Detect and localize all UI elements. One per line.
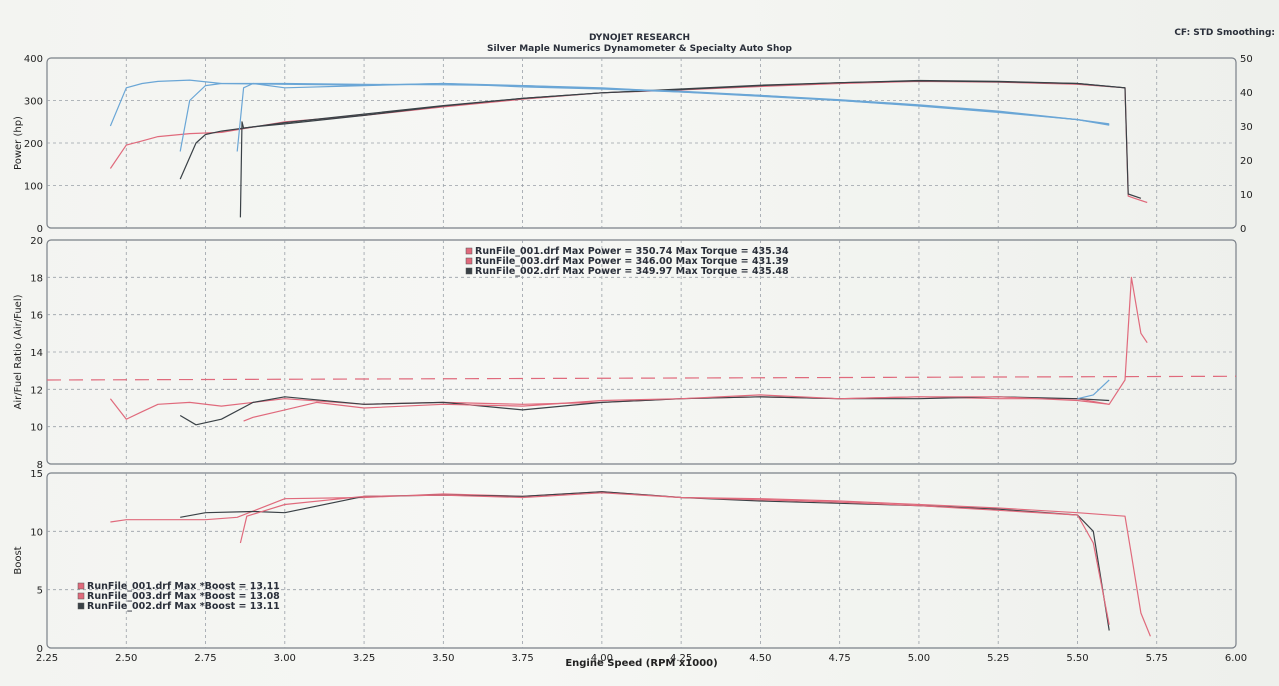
panel-afr: 8 10 12 14 16 18 20 Air/Fuel Ratio (Air/Fuel) Ru… (13, 236, 1237, 471)
afr-legend-swatch (465, 247, 473, 255)
power-series-line-2 (179, 80, 1142, 199)
afr-legend-swatch (465, 257, 473, 265)
boost-ytick-label: 15 (30, 469, 43, 480)
boost-ytick-label: 5 (37, 586, 43, 597)
correction-factor-label: CF: STD Smoothing: (1174, 28, 1275, 38)
power-series-line-6 (236, 82, 1110, 152)
boost-xtick-label: 2.25 (36, 653, 58, 664)
boost-xtick-label: 4.25 (670, 653, 692, 664)
afr-series-line-1 (109, 276, 1148, 420)
afr-ytick-label: 10 (30, 423, 43, 434)
boost-ytick-label: 10 (30, 527, 43, 538)
panel-boost: 0 5 10 15 Boost 2.25 2.50 2.75 3.00 3.25 3.50 3.75 4… (13, 469, 1247, 669)
power-y2tick-label: 30 (1240, 122, 1253, 133)
boost-xtick-label: 3.50 (432, 653, 454, 664)
boost-legend-entry: RunFile_002.drf Max *Boost = 13.11 (87, 601, 280, 612)
afr-ytick-label: 14 (30, 348, 43, 359)
power-y2tick-label: 50 (1240, 54, 1253, 65)
boost-xtick-label: 3.75 (511, 653, 533, 664)
boost-xlabel: Engine Speed (RPM x1000) (565, 658, 717, 669)
boost-xtick-label: 5.25 (987, 653, 1009, 664)
afr-series-line-4 (1077, 379, 1110, 400)
power-ytick-label: 300 (24, 97, 43, 108)
chart-header-subtitle: Silver Maple Numerics Dynamometer & Spec… (487, 44, 792, 54)
boost-xtick-label: 5.50 (1066, 653, 1088, 664)
boost-legend-swatch (77, 592, 85, 600)
power-y2tick-label: 10 (1240, 190, 1253, 201)
boost-legend-entry: RunFile_003.drf Max *Boost = 13.08 (87, 591, 280, 602)
boost-series-line-2 (180, 491, 1110, 631)
afr-ytick-label: 16 (30, 311, 43, 322)
boost-series-line-1 (110, 491, 1151, 637)
boost-xtick-label: 4.50 (749, 653, 771, 664)
power-ytick-label: 100 (24, 182, 43, 193)
power-y2tick-label: 40 (1240, 88, 1253, 99)
afr-ytick-label: 12 (30, 385, 43, 396)
afr-ytick-label: 8 (37, 460, 43, 471)
chart-header-title: DYNOJET RESEARCH (588, 33, 691, 43)
boost-xtick-label: 6.00 (1225, 653, 1247, 664)
power-ytick-label: 0 (37, 224, 43, 235)
boost-xtick-label: 3.00 (274, 653, 296, 664)
power-ylabel: Power (hp) (13, 116, 24, 170)
afr-legend-entry: RunFile_002.drf Max Power = 349.97 Max T… (475, 266, 789, 277)
power-ytick-label: 400 (24, 54, 43, 65)
boost-xtick-label: 3.25 (353, 653, 375, 664)
power-y2tick-label: 20 (1240, 156, 1253, 167)
power-series-line-5 (179, 82, 1110, 152)
boost-legend-entry: RunFile_001.drf Max *Boost = 13.11 (87, 581, 280, 592)
boost-xtick-label: 4.75 (829, 653, 851, 664)
afr-ytick-label: 20 (30, 236, 43, 247)
afr-legend-entry: RunFile_003.drf Max Power = 346.00 Max T… (475, 256, 789, 267)
afr-target-line (46, 375, 1237, 381)
boost-xtick-label: 5.75 (1146, 653, 1168, 664)
afr-ytick-label: 18 (30, 273, 43, 284)
afr-ylabel: Air/Fuel Ratio (Air/Fuel) (13, 294, 24, 409)
power-series-line-1 (109, 80, 1148, 204)
boost-xtick-label: 2.75 (194, 653, 216, 664)
power-series-line-3 (239, 79, 1126, 218)
boost-legend-swatch (77, 602, 85, 610)
panel-power: 0 100 200 300 400 0 10 20 30 40 50 Power (hp) (13, 54, 1253, 235)
boost-plot-frame (46, 472, 1237, 649)
power-ytick-label: 200 (24, 139, 43, 150)
boost-ylabel: Boost (13, 546, 24, 574)
boost-xtick-label: 5.00 (908, 653, 930, 664)
boost-xtick-label: 2.50 (115, 653, 137, 664)
power-y2tick-label: 0 (1240, 224, 1246, 235)
afr-legend-swatch (465, 267, 473, 275)
boost-xtick-label: 4.00 (591, 653, 613, 664)
afr-series-line-3 (243, 394, 1110, 422)
afr-series-line-2 (179, 396, 1110, 426)
boost-legend-swatch (77, 582, 85, 590)
boost-ytick-label: 0 (37, 644, 43, 655)
boost-series-line-3 (239, 492, 1110, 625)
afr-legend-entry: RunFile_001.drf Max Power = 350.74 Max T… (475, 246, 789, 257)
power-series-line-4 (109, 79, 1110, 127)
